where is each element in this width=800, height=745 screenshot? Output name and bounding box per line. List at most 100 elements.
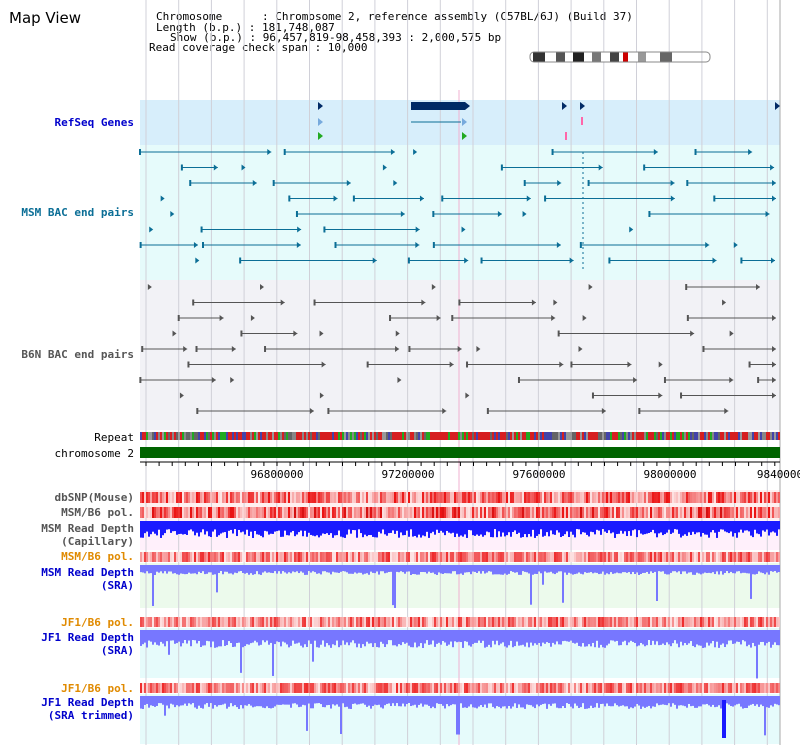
read-depth-bar — [520, 696, 522, 708]
polymorphism-bar — [568, 683, 570, 693]
read-depth-bar — [266, 696, 268, 707]
polymorphism-bar — [626, 683, 628, 693]
read-depth-bar — [394, 696, 396, 706]
msm-bac-band — [140, 145, 780, 280]
polymorphism-bar — [358, 507, 360, 518]
polymorphism-bar — [156, 507, 158, 518]
repeat-bar — [142, 432, 144, 440]
polymorphism-bar — [754, 492, 756, 503]
track-label-msm-depth-cap[interactable]: MSM Read Depth — [41, 522, 134, 535]
polymorphism-bar — [642, 507, 644, 518]
polymorphism-bar — [760, 617, 762, 627]
track-label-b6n-bac[interactable]: B6N BAC end pairs — [21, 348, 134, 361]
track-label-refseq[interactable]: RefSeq Genes — [54, 116, 134, 129]
polymorphism-bar — [776, 507, 778, 518]
polymorphism-bar — [162, 683, 164, 693]
polymorphism-bar — [356, 507, 358, 518]
read-depth-bar — [418, 565, 420, 575]
read-depth-bar — [338, 630, 340, 648]
read-depth-bar — [300, 521, 302, 531]
polymorphism-bar — [750, 683, 752, 693]
msm-bac-arrow — [712, 257, 717, 264]
polymorphism-bar — [574, 552, 576, 562]
polymorphism-bar — [506, 507, 508, 518]
polymorphism-bar — [166, 617, 168, 627]
msm-bac-end — [295, 211, 298, 217]
repeat-bar — [482, 432, 484, 440]
read-depth-bar — [698, 565, 700, 574]
b6n-bac-end — [313, 299, 316, 306]
read-depth-bar — [764, 630, 766, 646]
read-depth-bar — [208, 630, 210, 642]
polymorphism-bar — [656, 552, 658, 562]
read-depth-bar — [182, 696, 184, 706]
polymorphism-bar — [454, 492, 456, 503]
b6n-bac-end — [196, 408, 199, 414]
repeat-bar — [464, 432, 466, 440]
polymorphism-bar — [632, 552, 634, 562]
track-label-jf1-pol-2[interactable]: JF1/B6 pol. — [61, 682, 134, 695]
polymorphism-bar — [306, 617, 308, 627]
repeat-bar — [254, 432, 256, 440]
polymorphism-bar — [436, 617, 438, 627]
read-depth-bar — [204, 565, 206, 575]
polymorphism-bar — [622, 492, 624, 503]
read-depth-bar — [284, 630, 286, 643]
read-depth-bar — [572, 521, 574, 535]
read-depth-bar — [754, 565, 756, 575]
polymorphism-bar — [298, 507, 300, 518]
polymorphism-bar — [194, 552, 196, 562]
polymorphism-bar — [772, 507, 774, 518]
repeat-bar — [628, 432, 630, 440]
polymorphism-bar — [208, 552, 210, 562]
polymorphism-bar — [748, 552, 750, 562]
read-depth-bar — [726, 565, 728, 572]
track-label-msm-pol-1[interactable]: MSM/B6 pol. — [61, 506, 134, 519]
polymorphism-bar — [404, 507, 406, 518]
polymorphism-bar — [160, 683, 162, 693]
read-depth-bar — [376, 630, 378, 648]
repeat-bar — [230, 432, 232, 440]
polymorphism-bar — [140, 683, 142, 693]
repeat-bar — [206, 432, 208, 440]
polymorphism-bar — [770, 507, 772, 518]
polymorphism-bar — [200, 617, 202, 627]
polymorphism-bar — [192, 492, 194, 503]
read-depth-bar — [378, 696, 380, 705]
polymorphism-bar — [434, 617, 436, 627]
polymorphism-bar — [270, 617, 272, 627]
polymorphism-bar — [622, 617, 624, 627]
read-depth-bar — [624, 696, 626, 707]
read-depth-bar — [540, 521, 542, 530]
read-depth-bar — [392, 696, 394, 704]
read-depth-bar — [550, 565, 552, 572]
track-label-chromosome[interactable]: chromosome 2 — [54, 447, 134, 460]
polymorphism-bar — [732, 617, 734, 627]
polymorphism-bar — [386, 492, 388, 503]
track-label-jf1-trim[interactable]: JF1 Read Depth — [41, 696, 134, 709]
polymorphism-bar — [192, 507, 194, 518]
repeat-bar — [552, 432, 554, 440]
polymorphism-bar — [580, 683, 582, 693]
track-label-jf1-depth[interactable]: JF1 Read Depth — [41, 631, 134, 644]
polymorphism-bar — [716, 552, 718, 562]
polymorphism-bar — [156, 617, 158, 627]
track-label-msm-bac[interactable]: MSM BAC end pairs — [21, 206, 134, 219]
track-label-repeat[interactable]: Repeat — [94, 431, 134, 444]
read-depth-bar — [618, 565, 620, 574]
read-depth-bar — [252, 521, 254, 538]
polymorphism-bar — [634, 492, 636, 503]
read-depth-bar — [248, 565, 250, 575]
read-depth-bar — [294, 630, 296, 644]
read-depth-bar — [530, 521, 532, 537]
track-label-jf1-pol-1[interactable]: JF1/B6 pol. — [61, 616, 134, 629]
read-depth-bar — [454, 521, 456, 538]
track-label-msm-pol-2[interactable]: MSM/B6 pol. — [61, 550, 134, 563]
read-depth-bar — [576, 565, 578, 574]
polymorphism-bar — [188, 492, 190, 503]
track-label-dbsnp[interactable]: dbSNP(Mouse) — [54, 491, 134, 504]
polymorphism-bar — [372, 683, 374, 693]
track-label-msm-depth-sra[interactable]: MSM Read Depth — [41, 566, 134, 579]
repeat-bar — [260, 432, 262, 440]
